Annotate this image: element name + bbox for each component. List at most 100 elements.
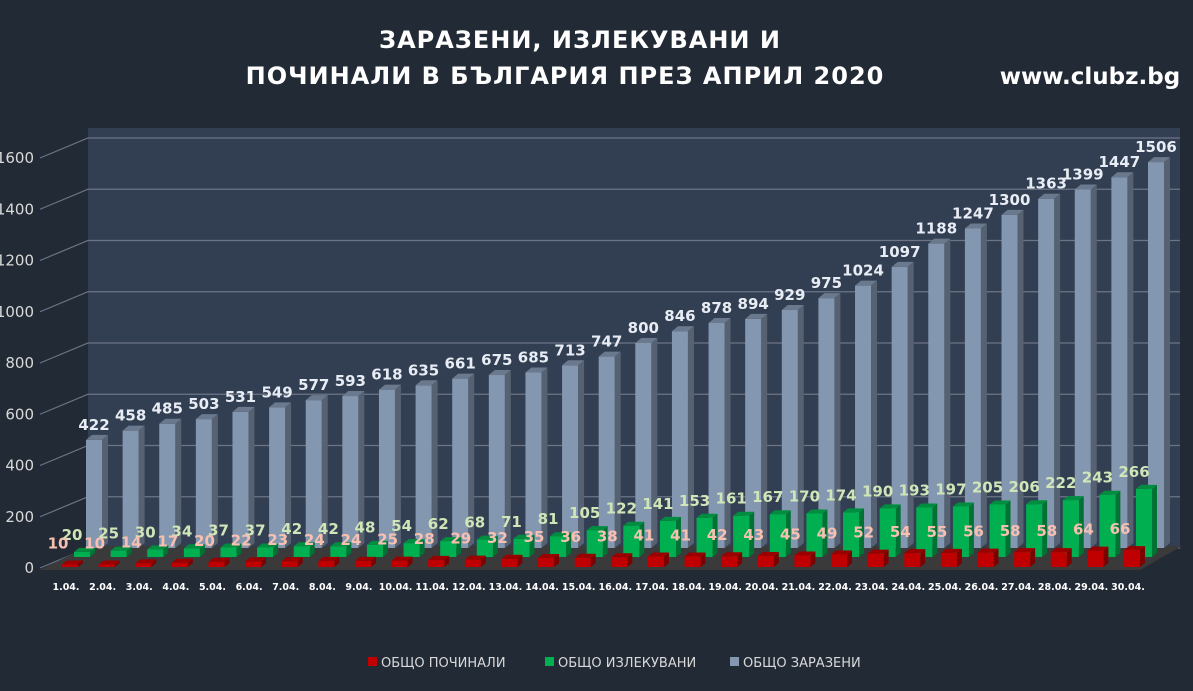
- bar-front: [183, 548, 200, 557]
- bar-front: [562, 365, 579, 548]
- x-tick-label: 12.04.: [452, 582, 486, 593]
- bar-top: [513, 534, 535, 539]
- bar-top: [1111, 172, 1134, 178]
- bar-side: [724, 318, 731, 548]
- bar-front: [1062, 500, 1079, 557]
- bar-front: [62, 564, 78, 567]
- bar-side: [285, 402, 292, 548]
- data-label: 48: [355, 519, 376, 537]
- bar-side: [321, 395, 328, 548]
- data-label: 485: [152, 400, 183, 418]
- data-label: 68: [464, 514, 485, 532]
- bar-front: [257, 547, 274, 557]
- bar-infected: 929: [774, 286, 805, 548]
- bar-infected: 878: [701, 299, 732, 548]
- bar-side: [614, 351, 621, 548]
- gridline: [39, 291, 1180, 313]
- bar-top: [611, 553, 633, 558]
- bar-top: [550, 532, 572, 537]
- bar-side: [602, 526, 608, 557]
- bar-side: [468, 373, 475, 548]
- x-tick-label: 30.04.: [1111, 582, 1145, 593]
- bar-front: [122, 430, 139, 548]
- x-tick-label: 17.04.: [635, 582, 669, 593]
- data-label: 25: [377, 531, 398, 549]
- bar-front: [98, 564, 115, 567]
- bar-front: [293, 546, 310, 557]
- bar-top: [647, 552, 669, 557]
- x-tick-label: 3.04.: [126, 582, 153, 593]
- bar-deaths: 58: [1000, 522, 1036, 567]
- bar-front: [525, 372, 542, 548]
- bar-deaths: 24: [341, 531, 376, 567]
- gridline: [39, 342, 1180, 364]
- bar-top: [525, 367, 548, 373]
- bar-top: [488, 370, 511, 376]
- bar-deaths: 32: [487, 529, 523, 567]
- data-label: 34: [171, 522, 192, 540]
- data-label: 190: [862, 482, 893, 500]
- bar-side: [895, 504, 901, 557]
- y-tick-label: 200: [5, 508, 34, 526]
- data-label: 24: [341, 531, 362, 549]
- bar-infected: 975: [811, 274, 842, 548]
- data-label: 62: [428, 515, 449, 533]
- legend-label: ОБЩО ПОЧИНАЛИ: [381, 656, 506, 671]
- data-label: 167: [752, 488, 783, 506]
- bar-front: [611, 557, 628, 567]
- data-label: 205: [972, 478, 1003, 496]
- bar-infected: 661: [445, 355, 476, 548]
- bar-infected: 846: [664, 307, 696, 548]
- bar-recovered: 190: [862, 482, 901, 557]
- bar-recovered: 54: [391, 517, 425, 557]
- bar-front: [195, 419, 212, 548]
- bar-deaths: 17: [157, 533, 193, 567]
- bar-top: [1124, 546, 1145, 551]
- bar-front: [513, 538, 530, 557]
- bar-side: [847, 550, 853, 567]
- bar-top: [86, 434, 108, 440]
- bar-infected: 1399: [1062, 166, 1104, 548]
- bar-front: [977, 552, 994, 567]
- bar-infected: 685: [518, 348, 549, 548]
- bar-top: [818, 293, 841, 299]
- bar-front: [342, 396, 359, 548]
- bar-infected: 894: [738, 295, 769, 548]
- x-tick-label: 14.04.: [525, 582, 559, 593]
- data-label: 36: [560, 528, 581, 546]
- bar-side: [834, 293, 841, 548]
- bar-infected: 1447: [1099, 153, 1140, 549]
- data-label: 56: [963, 523, 984, 541]
- data-label: 122: [606, 500, 637, 518]
- bar-top: [135, 559, 157, 564]
- bar-recovered: 42: [281, 520, 315, 557]
- bar-deaths: 52: [853, 524, 889, 567]
- bar-recovered: 37: [245, 522, 279, 557]
- data-label: 1300: [989, 191, 1031, 209]
- bar-infected: 618: [371, 366, 403, 548]
- bar-top: [74, 547, 95, 552]
- bar-side: [773, 551, 779, 567]
- bar-infected: 458: [115, 407, 146, 548]
- x-tick-label: 10.04.: [379, 582, 413, 593]
- data-label: 153: [679, 492, 710, 510]
- legend-swatch: [368, 657, 377, 666]
- bar-side: [785, 510, 791, 557]
- data-label: 64: [1073, 521, 1094, 539]
- bar-side: [675, 516, 681, 557]
- data-label: 58: [1036, 522, 1057, 540]
- data-label: 174: [825, 486, 856, 504]
- bar-front: [86, 439, 102, 548]
- bar-top: [159, 418, 182, 424]
- bar-front: [269, 407, 286, 548]
- x-tick-label: 20.04.: [745, 582, 779, 593]
- bar-top: [415, 380, 438, 386]
- bar-top: [598, 351, 621, 357]
- bar-side: [407, 556, 413, 567]
- bar-side: [737, 552, 743, 567]
- data-label: 1097: [879, 243, 921, 261]
- bar-top: [318, 556, 340, 561]
- bar-front: [855, 285, 872, 548]
- bar-side: [90, 547, 95, 557]
- bar-side: [761, 313, 768, 548]
